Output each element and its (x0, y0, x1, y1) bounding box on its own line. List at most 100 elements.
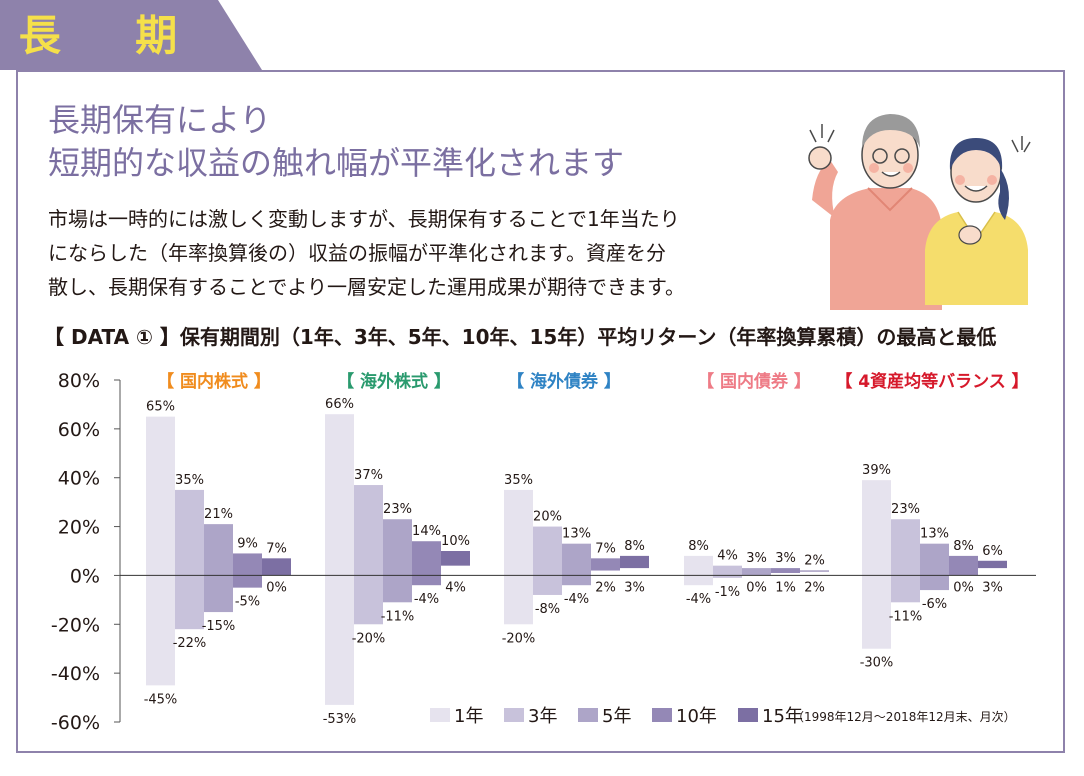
max-data-label: 8% (688, 539, 709, 554)
min-data-label: 0% (266, 580, 287, 595)
bar (562, 543, 591, 586)
bar (146, 416, 175, 686)
max-data-label: 3% (746, 551, 767, 566)
max-data-label: 35% (175, 473, 204, 488)
bar (504, 489, 533, 625)
legend-label: 10年 (676, 706, 717, 727)
max-data-label: 7% (595, 541, 616, 556)
bar (262, 558, 291, 576)
category-label: 【 国内債券 】 (697, 371, 811, 392)
max-data-label: 10% (441, 534, 470, 549)
y-tick-label: 80% (58, 370, 100, 392)
max-data-label: 66% (325, 397, 354, 412)
bar (684, 555, 713, 586)
bar (713, 565, 742, 578)
category-label: 【 海外債券 】 (507, 371, 621, 392)
min-data-label: 0% (746, 580, 767, 595)
max-data-label: 8% (953, 539, 974, 554)
max-data-label: 20% (533, 510, 562, 525)
tab-shape (0, 0, 262, 70)
max-data-label: 65% (146, 400, 175, 415)
bar (742, 568, 771, 576)
max-data-label: 13% (920, 527, 949, 542)
bar (325, 414, 354, 705)
section-tab: 長 期 (0, 0, 262, 70)
bar (233, 553, 262, 588)
min-data-label: 3% (982, 580, 1003, 595)
min-data-label: -30% (860, 656, 894, 671)
legend-label: 5年 (602, 706, 631, 727)
min-data-label: -20% (502, 631, 536, 646)
min-data-label: -4% (686, 592, 711, 607)
bar (949, 555, 978, 576)
max-data-label: 8% (624, 539, 645, 554)
max-data-label: 3% (775, 551, 796, 566)
headline-line-1: 長期保有により (48, 101, 272, 139)
min-data-label: -6% (922, 597, 947, 612)
y-tick-label: 0% (70, 565, 100, 587)
min-data-label: -11% (889, 609, 923, 624)
min-data-label: 2% (595, 580, 616, 595)
body-line-3: 散し、長期保有することでより一層安定した運用成果が期待できます。 (48, 275, 685, 299)
min-data-label: 3% (624, 580, 645, 595)
legend-label: 15年 (762, 706, 803, 727)
bar (920, 543, 949, 591)
max-data-label: 4% (717, 549, 738, 564)
y-tick-label: 40% (58, 468, 100, 490)
legend-note: （1998年12月〜2018年12月末、月次） (792, 710, 1016, 724)
bar (412, 541, 441, 586)
max-data-label: 39% (862, 463, 891, 478)
legend-swatch (578, 708, 598, 722)
max-data-label: 6% (982, 544, 1003, 559)
min-data-label: -53% (323, 712, 357, 727)
min-data-label: -11% (381, 609, 415, 624)
max-data-label: 23% (891, 502, 920, 517)
min-data-label: -15% (202, 619, 236, 634)
content-frame (16, 70, 1065, 753)
bar (204, 524, 233, 613)
min-data-label: 1% (775, 580, 796, 595)
min-data-label: 0% (953, 580, 974, 595)
body-line-1: 市場は一時的には激しく変動しますが、長期保有することで1年当たり (48, 207, 680, 231)
man-figure (808, 114, 942, 310)
legend-swatch (504, 708, 524, 722)
woman-figure (809, 124, 1031, 305)
legend-label: 1年 (454, 706, 483, 727)
bar (441, 551, 470, 566)
min-data-label: -20% (352, 631, 386, 646)
legend-label: 3年 (528, 706, 557, 727)
max-data-label: 21% (204, 507, 233, 522)
body-line-2: にならした（年率換算後の）収益の振幅が平準化されます。資産を分 (48, 241, 666, 265)
bar (533, 526, 562, 595)
min-data-label: -4% (414, 592, 439, 607)
max-data-label: 9% (237, 536, 258, 551)
bar (591, 558, 620, 571)
min-data-label: -22% (173, 636, 207, 651)
max-data-label: 14% (412, 524, 441, 539)
legend-swatch (430, 708, 450, 722)
min-data-label: -5% (235, 595, 260, 610)
min-data-label: 4% (445, 580, 466, 595)
max-data-label: 2% (804, 554, 825, 569)
data-title: 【 DATA ① 】保有期間別（1年、3年、5年、10年、15年）平均リターン（… (44, 325, 997, 349)
max-data-label: 35% (504, 473, 533, 488)
people-illustration (808, 114, 1031, 310)
y-tick-label: -20% (51, 614, 100, 636)
bar (771, 568, 800, 573)
y-tick-label: -60% (51, 712, 100, 734)
section-title: 長 期 (18, 11, 208, 60)
min-data-label: -1% (715, 585, 740, 600)
bar (862, 480, 891, 649)
max-data-label: 13% (562, 527, 591, 542)
category-label: 【 海外株式 】 (337, 371, 451, 392)
min-data-label: 2% (804, 580, 825, 595)
y-tick-label: -40% (51, 663, 100, 685)
category-label: 【 国内株式 】 (157, 371, 271, 392)
max-data-label: 23% (383, 502, 412, 517)
bar (175, 489, 204, 630)
min-data-label: -45% (144, 692, 178, 707)
min-data-label: -4% (564, 592, 589, 607)
bar (383, 519, 412, 603)
headline-line-2: 短期的な収益の触れ幅が平準化されます (48, 144, 625, 182)
